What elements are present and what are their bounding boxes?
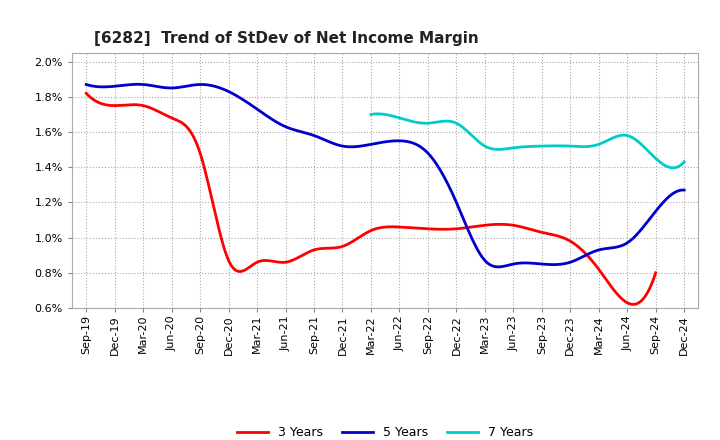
3 Years xyxy=(82,91,91,96)
Line: 3 Years: 3 Years xyxy=(86,93,656,304)
5 Years xyxy=(440,174,449,180)
3 Years xyxy=(419,226,428,231)
7 Years xyxy=(559,143,568,149)
7 Years xyxy=(368,112,377,117)
5 Years xyxy=(438,171,446,176)
5 Years xyxy=(84,82,93,88)
3 Years xyxy=(598,271,607,277)
5 Years xyxy=(628,236,636,242)
3 Years xyxy=(562,236,570,242)
Line: 5 Years: 5 Years xyxy=(86,84,684,267)
Text: [6282]  Trend of StDev of Net Income Margin: [6282] Trend of StDev of Net Income Marg… xyxy=(94,31,478,46)
5 Years xyxy=(680,187,688,193)
5 Years xyxy=(450,195,459,200)
7 Years xyxy=(554,143,563,148)
7 Years xyxy=(373,111,382,117)
3 Years xyxy=(421,226,430,231)
7 Years xyxy=(366,112,375,117)
5 Years xyxy=(494,264,503,270)
3 Years xyxy=(629,302,637,307)
7 Years xyxy=(680,159,688,165)
5 Years xyxy=(82,82,91,87)
3 Years xyxy=(84,92,92,98)
7 Years xyxy=(652,156,660,161)
Legend: 3 Years, 5 Years, 7 Years: 3 Years, 5 Years, 7 Years xyxy=(232,422,539,440)
3 Years xyxy=(431,227,439,232)
5 Years xyxy=(590,249,598,254)
7 Years xyxy=(668,165,677,170)
7 Years xyxy=(631,137,640,143)
Line: 7 Years: 7 Years xyxy=(371,114,684,168)
3 Years xyxy=(652,270,660,275)
5 Years xyxy=(134,82,143,87)
7 Years xyxy=(553,143,562,148)
